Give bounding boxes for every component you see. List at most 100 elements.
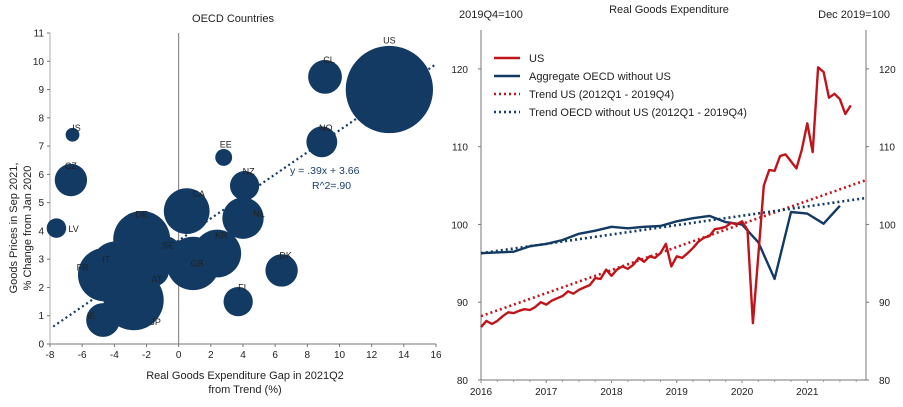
bubble-dk bbox=[265, 254, 298, 287]
label-cl: CL bbox=[323, 55, 335, 65]
scatter-y-tick-label: 11 bbox=[34, 29, 45, 40]
bubble-at bbox=[136, 254, 170, 287]
bubble-ee bbox=[215, 148, 233, 166]
trend-equation: y = .39x + 3.66 bbox=[290, 165, 360, 177]
scatter-x-label-line1: Real Goods Expenditure Gap in 2021Q2 bbox=[146, 370, 344, 382]
line-x-tick-label: 2019 bbox=[666, 387, 689, 398]
bubble-kr bbox=[193, 229, 242, 278]
scatter-y-tick-label: 8 bbox=[38, 113, 44, 124]
line-axes: 80 80 90 90 100 100 110 110 120 120 2016 2017 2018 20… bbox=[451, 30, 896, 398]
scatter-x-tick-label: 10 bbox=[334, 350, 346, 361]
line-y-tick-label-left: 100 bbox=[451, 220, 468, 231]
line-y-tick-label-right: 120 bbox=[879, 65, 896, 76]
label-ie: IE bbox=[87, 311, 96, 321]
scatter-points bbox=[46, 45, 433, 337]
scatter-y-tick-label: 10 bbox=[33, 57, 45, 68]
scatter-x-tick-label: 8 bbox=[305, 350, 311, 361]
line-y-tick-label-right: 90 bbox=[879, 298, 891, 309]
scatter-x-tick-label: 16 bbox=[430, 350, 442, 361]
label-fr: FR bbox=[77, 263, 89, 273]
label-de: DE bbox=[135, 209, 148, 219]
line-x-tick-label: 2020 bbox=[731, 387, 754, 398]
label-it: IT bbox=[102, 254, 111, 264]
scatter-x-tick-label: 14 bbox=[398, 350, 410, 361]
trend-r-squared: R^2=.90 bbox=[312, 180, 351, 192]
bubble-ca bbox=[163, 188, 210, 235]
bubble-is bbox=[65, 127, 80, 142]
label-lv: LV bbox=[68, 224, 78, 234]
bubble-it bbox=[91, 241, 141, 292]
scatter-y-tick-label: 1 bbox=[38, 311, 44, 322]
scatter-x-tick-label: 6 bbox=[272, 350, 278, 361]
label-at: AT bbox=[152, 274, 163, 284]
scatter-point-labels: US CL NO IS EE CZ NZ CA NL DE LV KR SE GB IT AT DK FR FI JP… bbox=[65, 36, 396, 328]
right-axis-label: Dec 2019=100 bbox=[818, 9, 890, 21]
line-y-tick-label-left: 120 bbox=[451, 65, 468, 76]
label-no: NO bbox=[319, 123, 333, 133]
label-nz: NZ bbox=[243, 167, 255, 177]
legend-label: US bbox=[529, 53, 544, 65]
line-y-tick-label-right: 100 bbox=[879, 220, 896, 231]
label-fi: FI bbox=[238, 283, 246, 293]
label-is: IS bbox=[72, 123, 81, 133]
scatter-y-label-line1: Goods Prices in Sep 2021, bbox=[8, 163, 20, 294]
scatter-x-tick-label: -2 bbox=[142, 350, 151, 361]
label-ca: CA bbox=[192, 189, 205, 199]
scatter-y-tick-label: 2 bbox=[38, 283, 44, 294]
line-y-tick-label-right: 80 bbox=[879, 376, 891, 387]
line-x-tick-label: 2017 bbox=[535, 387, 558, 398]
scatter-title: OECD Countries bbox=[192, 13, 274, 25]
line-legend: US Aggregate OECD without US Trend US (201… bbox=[494, 53, 747, 119]
label-jp: JP bbox=[150, 317, 161, 327]
bubble-cl bbox=[308, 59, 342, 94]
scatter-x-tick-label: -4 bbox=[110, 350, 119, 361]
scatter-x-tick-label: 4 bbox=[240, 350, 246, 361]
left-axis-label: 2019Q4=100 bbox=[459, 9, 523, 21]
series-us bbox=[480, 66, 852, 328]
line-y-tick-label-left: 90 bbox=[457, 298, 469, 309]
bubble-us bbox=[345, 45, 433, 134]
label-us: US bbox=[383, 36, 396, 46]
scatter-y-tick-label: 6 bbox=[38, 170, 44, 181]
scatter-y-tick-label: 4 bbox=[38, 226, 44, 237]
bubble-nl bbox=[222, 197, 264, 239]
line-title: Real Goods Expenditure bbox=[609, 4, 729, 16]
label-gb: GB bbox=[191, 258, 204, 268]
line-y-tick-label-left: 110 bbox=[452, 143, 468, 154]
scatter-y-tick-label: 7 bbox=[38, 142, 44, 153]
bubble-fi bbox=[223, 286, 253, 317]
bubble-nz bbox=[229, 171, 260, 201]
bubble-cz bbox=[54, 163, 88, 197]
legend-label: Trend US (2012Q1 - 2019Q4) bbox=[529, 89, 674, 101]
scatter-y-tick-label: 5 bbox=[38, 198, 44, 209]
label-ee: EE bbox=[220, 139, 232, 149]
scatter-y-tick-label: 3 bbox=[38, 255, 44, 266]
scatter-x-tick-label: -8 bbox=[46, 350, 55, 361]
series-trend-us-2012q1-2019q4 bbox=[480, 178, 867, 318]
scatter-y-tick-label: 0 bbox=[38, 340, 44, 351]
scatter-x-tick-label: -6 bbox=[78, 350, 87, 361]
line-y-tick-label-left: 80 bbox=[457, 376, 469, 387]
line-x-tick-label: 2021 bbox=[796, 387, 819, 398]
scatter-x-tick-label: 0 bbox=[176, 350, 182, 361]
bubble-lv bbox=[46, 218, 67, 238]
bubble-no bbox=[306, 126, 338, 158]
legend-label: Aggregate OECD without US bbox=[529, 71, 671, 83]
label-se: SE bbox=[162, 241, 174, 251]
scatter-x-tick-label: 2 bbox=[208, 350, 214, 361]
scatter-x-tick-label: 12 bbox=[366, 350, 378, 361]
line-series bbox=[480, 66, 867, 328]
label-cz: CZ bbox=[65, 161, 77, 171]
line-y-tick-label-right: 110 bbox=[879, 143, 895, 154]
scatter-y-tick-label: 9 bbox=[38, 85, 44, 96]
series-aggregate-oecd-without-us bbox=[480, 204, 841, 281]
scatter-chart: OECD Countries -8 -6 -4 -2 0 2 4 6 8 10 12 14 160123… bbox=[8, 13, 442, 396]
line-x-tick-label: 2016 bbox=[470, 387, 493, 398]
legend-label: Trend OECD without US (2012Q1 - 2019Q4) bbox=[529, 107, 747, 119]
scatter-x-label-line2: from Trend (%) bbox=[208, 384, 281, 396]
line-chart: Real Goods Expenditure 2019Q4=100 Dec 20… bbox=[451, 4, 896, 398]
scatter-y-label-line2: % Change from Jan 2020 bbox=[22, 166, 34, 291]
bubble-ie bbox=[86, 303, 120, 337]
